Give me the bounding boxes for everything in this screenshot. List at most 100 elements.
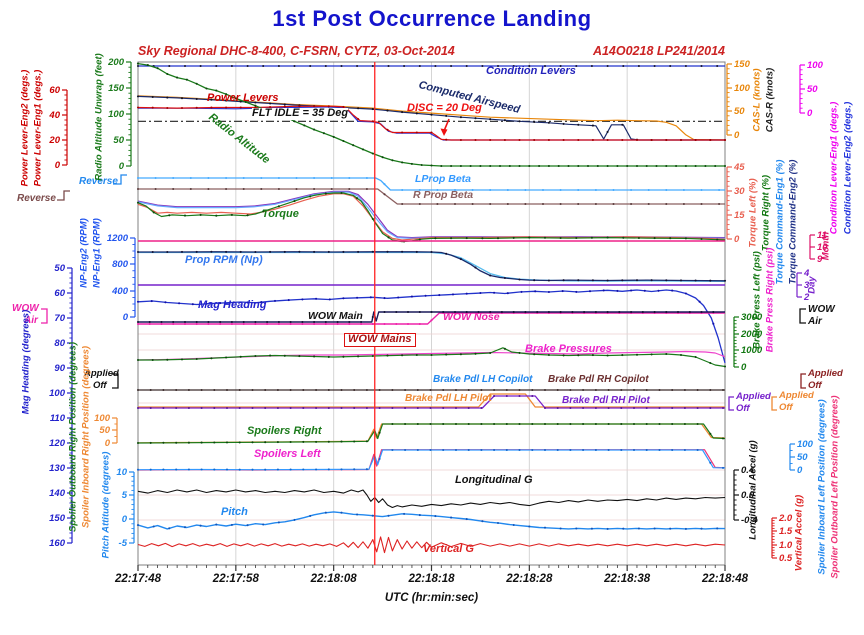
axis-tick-label: 50	[797, 452, 808, 463]
axis-label-spoiler-outboard-right: Spoiler Outboard Right Position (degrees…	[67, 341, 79, 533]
axis-tick-label: -5	[119, 538, 128, 549]
axis-label-condition-lever-eng1: Condition Lever-Eng1 (degs.)	[828, 101, 840, 235]
axis-label-torque-command-eng1: Torque Command-Eng1 (%)	[774, 159, 786, 285]
axis-tick-label: 150	[49, 513, 66, 524]
reverse-brown-bracket	[57, 190, 70, 201]
axis-tick-label: 0	[119, 161, 125, 172]
axis-tick-label: 4	[803, 268, 810, 279]
condition-levers-label: Condition Levers	[486, 65, 576, 77]
wow-nose-label: WOW Nose	[443, 311, 500, 323]
axis-label-day: Day	[806, 276, 818, 294]
applied-right-label-2: Off	[808, 380, 822, 391]
axis-label-power-lever-eng2: Power Lever-Eng2 (degs.)	[19, 69, 31, 187]
applied-right-label-1: Applied	[808, 368, 843, 379]
spoilers-right-label: Spoilers Right	[247, 425, 322, 437]
axis-tick-label: 5	[122, 490, 128, 501]
axis-tick-label: 0.0	[741, 490, 755, 501]
axis-tick-label: 45	[733, 162, 745, 173]
axis-tick-label: 3000	[741, 312, 763, 323]
axis-tick-label: 0	[55, 160, 61, 171]
axis-label-spoiler-inboard-left: Spoiler Inboard Left Position (degrees)	[816, 399, 828, 575]
axis-tick-label: 0	[122, 514, 128, 525]
brake-pdl-lh-pilot-label: Brake Pdl LH Pilot	[405, 393, 492, 404]
applied-orange-label-2: Off	[779, 402, 793, 413]
axis-label-brake-press-left: Brake Press Left (psi)	[751, 251, 763, 349]
axis-label-mag-heading: Mag Heading (degrees)	[20, 309, 32, 415]
axis-tick-label: 800	[112, 259, 129, 270]
axis-tick-label: 90	[54, 363, 65, 374]
axis-tick-label: 150	[108, 83, 125, 94]
axis-tick-label: 100	[797, 439, 814, 450]
disc-arrow-head	[440, 128, 448, 136]
brake-pdl-rh-copilot-label: Brake Pdl RH Copilot	[548, 374, 649, 385]
axis-label-longitudinal-accel: Longitudinal Accel (g)	[747, 440, 759, 540]
axis-label-torque-left: Torque Left (%)	[747, 178, 759, 248]
axis-tick-label: 100	[734, 83, 751, 94]
page-title: 1st Post Occurrence Landing	[272, 6, 592, 31]
axis-tick-label: 50	[734, 106, 745, 117]
axis-tick-label: 60	[54, 288, 65, 299]
brake-pdl-lh-copilot-label: Brake Pdl LH Copilot	[433, 374, 533, 385]
axis-tick-label: 10	[817, 242, 828, 253]
reverse-brown-label: Reverse	[17, 193, 56, 204]
axis-label-month: Month	[820, 231, 832, 261]
series-torque-left	[137, 193, 726, 241]
axis-label-vertical-accel: Vertical Accel (g)	[793, 494, 805, 572]
axis-tick-label: 130	[49, 463, 66, 474]
x-tick-label: 22:18:08	[310, 573, 357, 585]
applied-purple-label-1: Applied	[736, 391, 771, 402]
axis-tick-label: 9	[817, 254, 823, 265]
axis-tick-label: 1200	[107, 233, 129, 244]
reverse-blue-bracket	[113, 174, 127, 185]
x-tick-label: 22:17:58	[212, 573, 259, 585]
series-brake-pdl-rh-pilot	[138, 395, 725, 409]
applied-purple-label-2: Off	[736, 403, 750, 414]
applied-left-label-1: Applied	[84, 368, 119, 379]
report-id-header: A14O0218 LP241/2014	[592, 44, 725, 58]
axis-tick-label: 0	[734, 130, 740, 141]
axis-tick-label: 3	[804, 280, 810, 291]
power-levers-label: Power Levers	[207, 92, 279, 104]
axis-tick-label: 50	[113, 135, 124, 146]
axis-tick-label: 150	[734, 59, 751, 70]
axis-tick-label: 15	[734, 210, 745, 221]
series-np-2	[138, 251, 726, 283]
series-wow-nose	[138, 312, 725, 325]
series-np-1	[138, 251, 726, 282]
axis-label-torque-command-eng2: Torque Command-Eng2 (%)	[787, 159, 799, 285]
torque-label: Torque	[262, 208, 299, 220]
axis-tick-label: 120	[49, 438, 66, 449]
x-tick-label: 22:18:18	[408, 573, 455, 585]
axis-tick-label: 1.5	[779, 526, 793, 537]
applied-right-bracket	[800, 373, 806, 389]
wow-right-label-1: WOW	[808, 304, 835, 315]
axis-tick-label: 0.4	[741, 465, 755, 476]
axis-tick-label: 80	[54, 338, 65, 349]
axis-tick-label: 50	[54, 263, 65, 274]
axis-tick-label: 100	[807, 60, 824, 71]
pitch-label: Pitch	[221, 506, 248, 518]
axis-label-cas-l: CAS-L (knots)	[751, 68, 763, 132]
axis-tick-label: 160	[49, 538, 66, 549]
series-pitch	[137, 511, 726, 530]
axis-tick-label: 11	[817, 230, 827, 241]
wow-mains-box: WOW Mains	[344, 333, 416, 347]
axis-label-spoiler-inboard-right: Spoiler Inboard Right Position (degrees)	[80, 345, 92, 529]
axis-tick-label: 140	[49, 488, 66, 499]
wow-right-label-2: Air	[808, 316, 822, 327]
axis-label-spoiler-outboard-left: Spoiler Outboard Left Position (degrees)	[829, 395, 841, 579]
x-tick-label: 22:17:48	[114, 573, 162, 585]
series-torque-right	[137, 192, 726, 243]
longitudinal-g-label: Longitudinal G	[455, 474, 533, 486]
wow-left-bracket	[41, 308, 48, 324]
axis-tick-label: 30	[734, 186, 745, 197]
axis-tick-label: 70	[54, 313, 65, 324]
lprop-beta-label: LProp Beta	[415, 173, 472, 185]
flt-idle-label: FLT IDLE = 35 Deg	[252, 107, 349, 120]
wow-main-label: WOW Main	[308, 310, 363, 322]
axis-tick-label: 20	[48, 135, 60, 146]
axis-tick-label: 2.0	[778, 513, 793, 524]
axis-tick-label: 50	[99, 425, 110, 436]
